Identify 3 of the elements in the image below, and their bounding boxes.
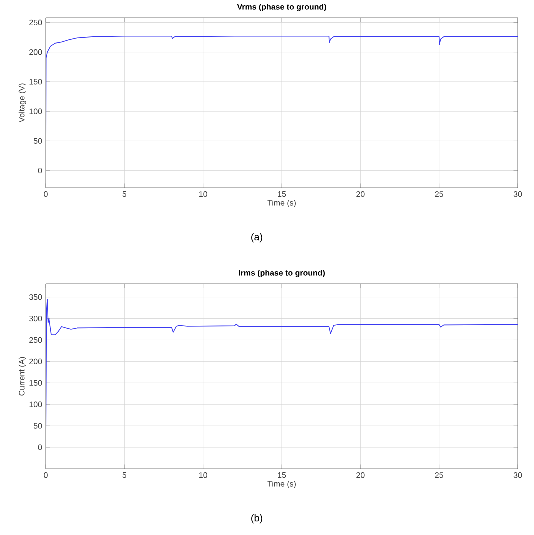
text: (b) [252,514,262,524]
text: (a) [252,233,262,243]
line-series [46,36,518,172]
